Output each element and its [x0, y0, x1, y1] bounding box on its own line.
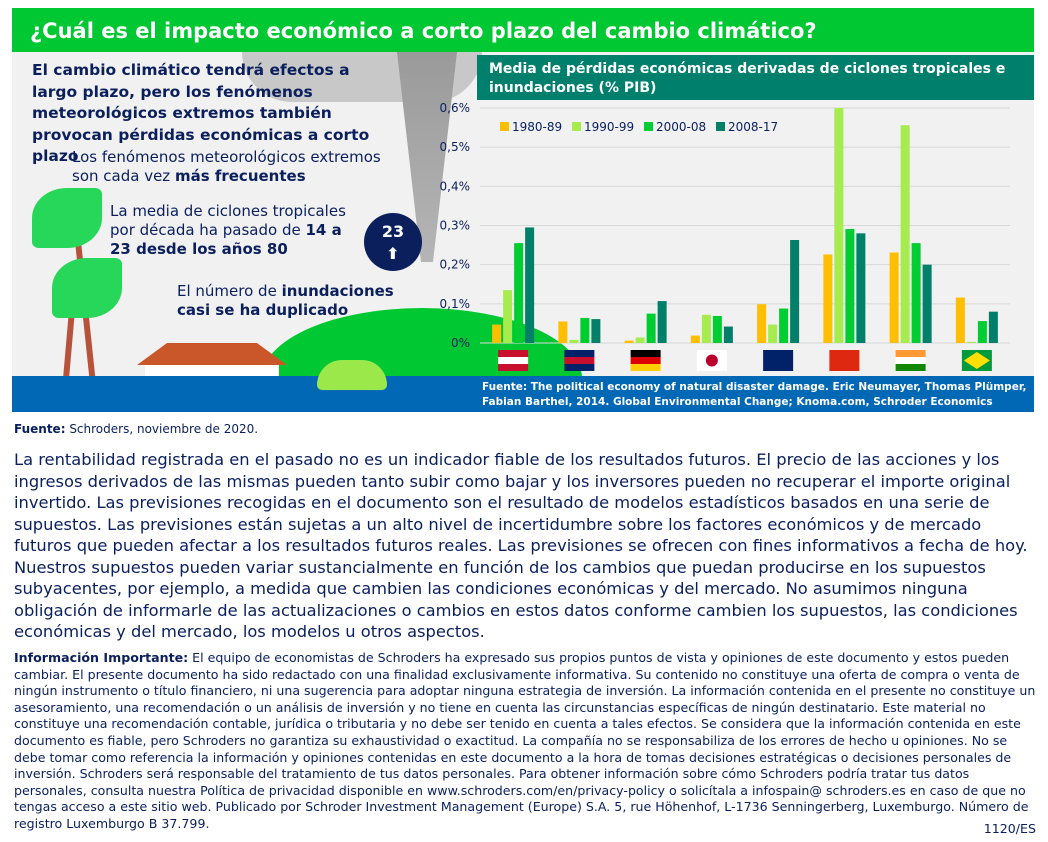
bar-chart: 0% 0,1% 0,2% 0,3% 0,4% 0,5% 0,6% 1980-89 1990-99…: [440, 101, 1010, 371]
legend-label: 1980-89: [512, 120, 562, 134]
cyclone-count-badge: 23 ⬆: [364, 213, 422, 271]
important-info: Información Importante: El equipo de eco…: [14, 650, 1036, 831]
page-title: ¿Cuál es el impacto económico a corto pl…: [12, 8, 1034, 52]
legend-swatch: [500, 122, 509, 131]
flag-japan-icon: [696, 350, 727, 371]
flag-india-icon: [895, 350, 926, 371]
bar-2008-17: [657, 301, 667, 343]
bar-1980-89: [823, 254, 833, 343]
disclaimer: La rentabilidad registrada en el pasado …: [14, 450, 1028, 641]
y-tick-label: 0,6%: [440, 101, 471, 115]
bar-1990-99: [966, 341, 976, 343]
chart-title: Media de pérdidas económicas derivadas d…: [477, 55, 1034, 100]
legend-swatch: [644, 122, 653, 131]
lead-text: El cambio climático tendrá efectos a lar…: [32, 61, 370, 165]
bar-2008-17: [723, 326, 733, 343]
bar-2008-17: [856, 233, 866, 343]
bar-2000-08: [514, 243, 524, 343]
y-tick-label: 0,1%: [440, 297, 471, 311]
bar-2000-08: [646, 313, 656, 343]
bar-1980-89: [492, 324, 502, 343]
y-tick-label: 0,2%: [440, 258, 471, 272]
bar-2008-17: [988, 311, 998, 343]
flag-germany-icon: [630, 350, 661, 371]
bar-2000-08: [712, 315, 722, 343]
bar-2008-17: [922, 264, 932, 343]
y-tick-label: 0%: [451, 336, 470, 350]
bar-1990-99: [635, 337, 645, 343]
footnote: Fuente: Schroders, noviembre de 2020.: [14, 422, 259, 436]
y-tick-label: 0,5%: [440, 140, 471, 154]
flag-china-icon: [829, 350, 860, 371]
bar-2008-17: [591, 319, 601, 343]
palm-leaves-icon: [32, 188, 102, 248]
bar-1980-89: [624, 340, 634, 343]
bar-2000-08: [580, 317, 590, 343]
legend-label: 2000-08: [656, 120, 706, 134]
flood-water: [12, 376, 1034, 412]
bar-1980-89: [690, 335, 700, 343]
infographic: ¿Cuál es el impacto económico a corto pl…: [12, 8, 1034, 412]
fact-cyclones: La media de ciclones tropicales por déca…: [110, 202, 346, 258]
bar-2008-17: [790, 239, 800, 343]
legend-swatch: [716, 122, 725, 131]
fact-floods: El número de inundaciones casi se ha dup…: [177, 282, 394, 319]
bar-2000-08: [911, 243, 921, 343]
palm-leaves-icon: [52, 258, 122, 318]
bar-2000-08: [845, 229, 855, 343]
car-icon: [317, 360, 387, 390]
bar-1990-99: [701, 314, 711, 343]
bar-2000-08: [779, 308, 789, 343]
fact-frequency: Los fenómenos meteorológicos extremos so…: [72, 148, 381, 185]
flag-uk-icon: [564, 350, 595, 371]
bar-1980-89: [889, 252, 899, 343]
bar-1990-99: [569, 339, 579, 343]
bar-1990-99: [768, 324, 778, 343]
arrow-up-icon: ⬆: [386, 244, 400, 263]
flag-us-icon: [498, 350, 529, 371]
bar-1980-89: [757, 304, 767, 343]
bar-1980-89: [558, 321, 568, 343]
bar-1990-99: [900, 125, 910, 343]
chart-source: Fuente: The political economy of natural…: [482, 381, 1027, 412]
flag-australia-icon: [763, 350, 794, 371]
document-code: 1120/ES: [983, 821, 1036, 836]
bar-2008-17: [525, 227, 535, 343]
bar-2000-08: [977, 321, 987, 343]
y-tick-label: 0,3%: [440, 219, 471, 233]
bar-1990-99: [834, 108, 844, 343]
legend-label: 1990-99: [584, 120, 634, 134]
bar-1990-99: [503, 290, 513, 343]
bar-1980-89: [955, 297, 965, 343]
y-tick-label: 0,4%: [440, 179, 471, 193]
legend-label: 2008-17: [728, 120, 778, 134]
legend-swatch: [572, 122, 581, 131]
flag-brazil-icon: [961, 350, 992, 371]
